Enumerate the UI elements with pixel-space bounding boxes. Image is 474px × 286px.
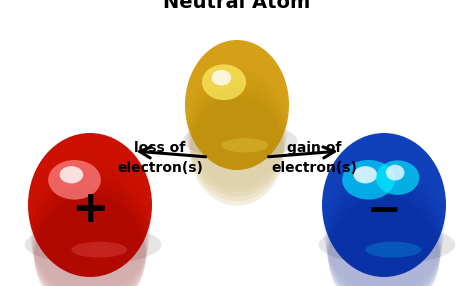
- Ellipse shape: [28, 133, 152, 277]
- Ellipse shape: [354, 166, 377, 183]
- Ellipse shape: [327, 185, 441, 286]
- Ellipse shape: [34, 194, 146, 286]
- Ellipse shape: [319, 225, 455, 264]
- Text: loss of
electron(s): loss of electron(s): [117, 141, 203, 175]
- Text: gain of
electron(s): gain of electron(s): [271, 141, 357, 175]
- Ellipse shape: [32, 176, 148, 286]
- Ellipse shape: [190, 95, 284, 206]
- Ellipse shape: [60, 166, 83, 183]
- Ellipse shape: [202, 64, 246, 100]
- Ellipse shape: [365, 242, 421, 258]
- Text: Neutral Atom: Neutral Atom: [164, 0, 310, 12]
- Text: −: −: [366, 190, 401, 232]
- Ellipse shape: [72, 242, 127, 258]
- Ellipse shape: [48, 160, 101, 200]
- Ellipse shape: [221, 138, 268, 152]
- Ellipse shape: [183, 123, 297, 159]
- Ellipse shape: [189, 87, 285, 201]
- Ellipse shape: [188, 78, 286, 197]
- Ellipse shape: [322, 133, 446, 277]
- Text: +: +: [71, 188, 109, 231]
- Ellipse shape: [185, 40, 289, 170]
- Ellipse shape: [386, 165, 404, 180]
- Ellipse shape: [326, 176, 442, 286]
- Ellipse shape: [376, 160, 419, 195]
- Ellipse shape: [328, 194, 440, 286]
- Ellipse shape: [33, 185, 147, 286]
- Ellipse shape: [25, 225, 161, 264]
- Ellipse shape: [342, 160, 395, 200]
- Ellipse shape: [211, 70, 231, 86]
